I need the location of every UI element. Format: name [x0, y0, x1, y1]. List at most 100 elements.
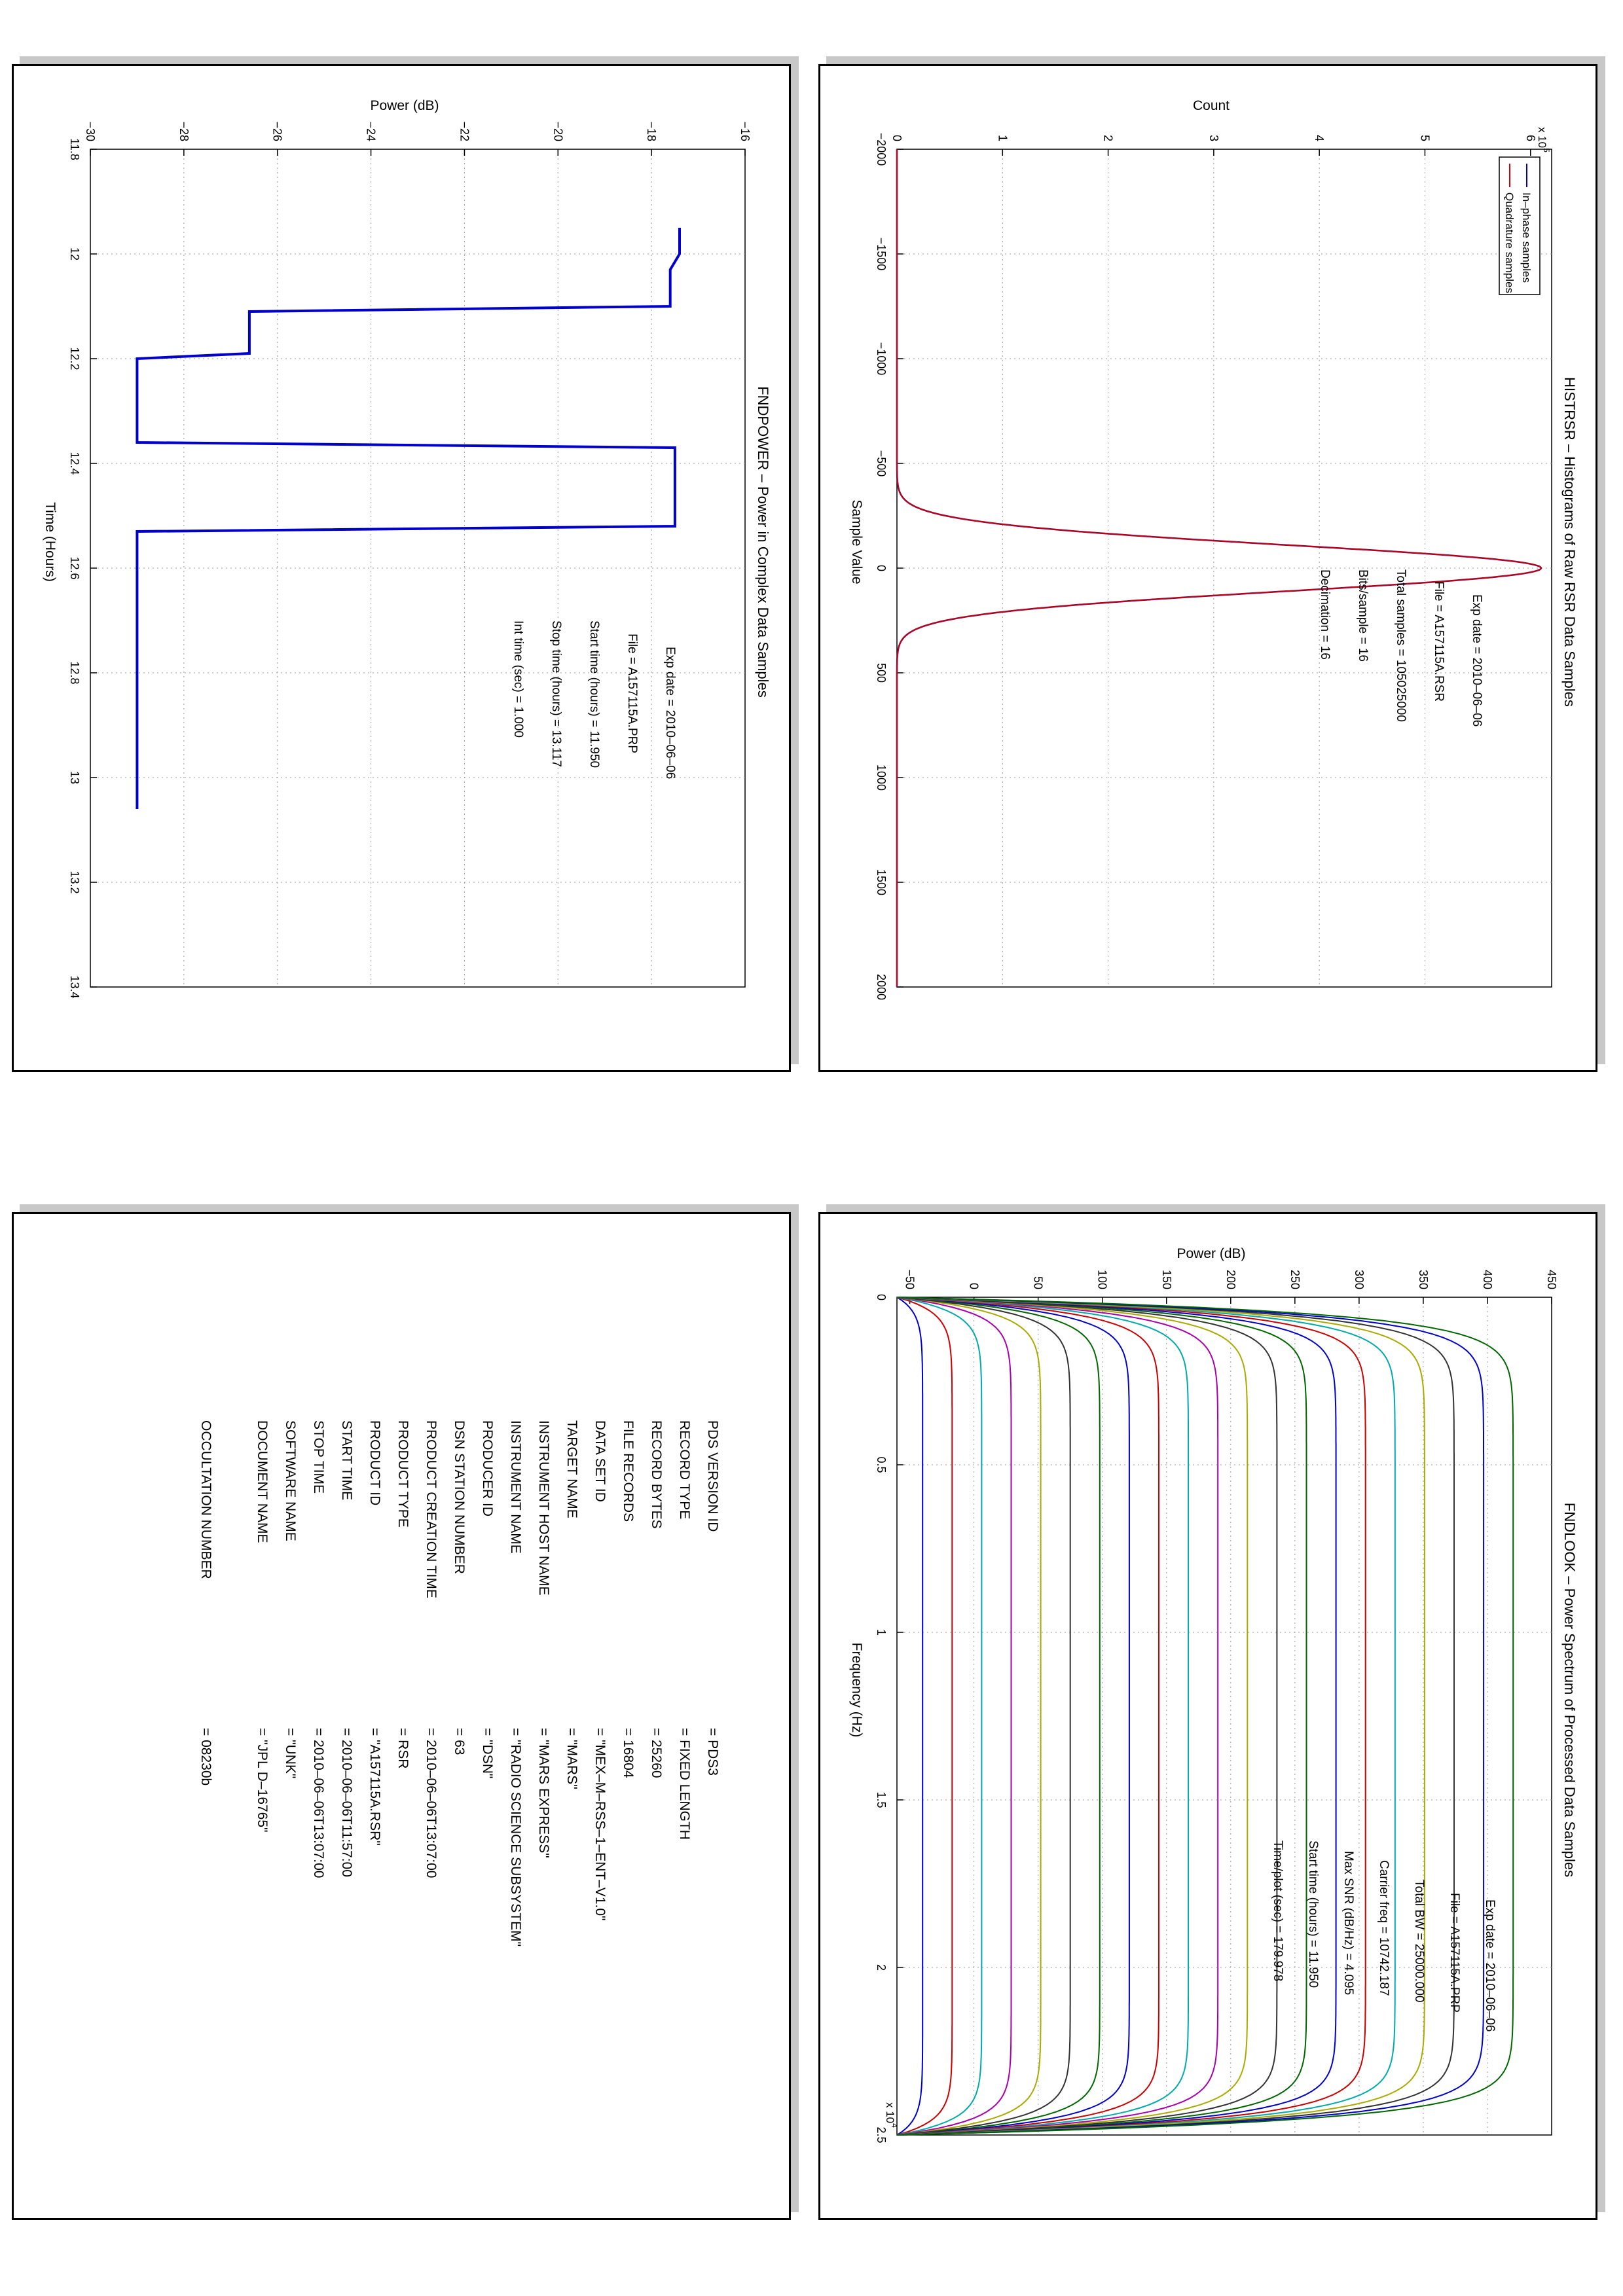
svg-text:Exp date = 2010–06–06: Exp date = 2010–06–06 [663, 647, 677, 779]
x-tick-label: −1500 [875, 238, 888, 271]
series-line [896, 1297, 1514, 2136]
y-tick-label: 6 [1524, 135, 1537, 141]
x-tick-label: 11.8 [68, 138, 81, 160]
x-axis-label: Sample Value [849, 499, 864, 584]
y-tick-label: −30 [84, 121, 97, 141]
series-line [896, 1297, 1366, 2136]
label-key: INSTRUMENT HOST NAME [536, 1420, 551, 1596]
y-tick-label: 250 [1288, 1270, 1302, 1289]
grid [896, 149, 1552, 988]
y-tick-label: 100 [1096, 1270, 1109, 1289]
y-tick-label: 2 [1102, 135, 1115, 141]
label-key: PRODUCT CREATION TIME [424, 1420, 439, 1598]
label-key: PDS VERSION ID [705, 1420, 720, 1532]
y-tick-label: 4 [1313, 135, 1326, 141]
y-tick-label: 1 [996, 135, 1009, 141]
label-row: DATA SET ID = "MEX–M–RSS–1–ENT–V1.0" [588, 1420, 608, 2075]
label-row: DSN STATION NUMBER = 63 [447, 1420, 467, 2075]
plot-frame [896, 1297, 1552, 2136]
histrsr-svg: −2000 −1500 −1000 −500 0 500 1000 1500 2000 0 1 2 3 4… [849, 98, 1578, 1000]
series-line [896, 1297, 1159, 2136]
svg-text:Max SNR (dB/Hz) = 4.095: Max SNR (dB/Hz) = 4.095 [1341, 1851, 1355, 1995]
x-tick-label: 13.2 [68, 870, 81, 893]
label-rows: PDS VERSION ID = PDS3 RECORD TYPE = FIXED L… [65, 1420, 720, 2075]
svg-text:Bits/sample = 16: Bits/sample = 16 [1356, 569, 1370, 662]
x-tick-label: 2.5 [875, 2126, 888, 2143]
series-line [896, 1297, 1278, 2136]
label-row: PRODUCT CREATION TIME = 2010–06–06T13:07:… [419, 1420, 439, 2075]
annotations: Exp date = 2010–06–06 File = A157115A.PR… [511, 620, 677, 779]
svg-text:File = A157115A.RSR: File = A157115A.RSR [1432, 581, 1446, 702]
x-tick-label: 0 [875, 1294, 888, 1300]
series-line [896, 1297, 1190, 2136]
svg-text:Exp date = 2010–06–06: Exp date = 2010–06–06 [1470, 594, 1484, 726]
y-tick-label: 0 [890, 135, 903, 141]
grid [90, 149, 746, 988]
fndpower-svg: 11.8 12 12.2 12.4 12.6 12.8 13 13.2 13.4 −30 −28 −2… [43, 98, 771, 999]
label-value: = 25260 [649, 1728, 664, 1778]
x-tick-label: 1500 [875, 869, 888, 895]
svg-text:Time/plot (sec) = 179.978: Time/plot (sec) = 179.978 [1271, 1840, 1285, 1981]
svg-text:Total BW = 25000.000: Total BW = 25000.000 [1412, 1880, 1426, 2003]
x-tick-label: 0 [875, 565, 888, 571]
x-tick-label: 2 [875, 1964, 888, 1971]
label-row: START TIME = 2010–06–06T11:57:00 [335, 1420, 354, 2075]
chart-title: FNDLOOK – Power Spectrum of Processed Da… [1561, 1503, 1578, 1877]
label-value: = 2010–06–06T13:07:00 [311, 1728, 326, 1878]
label-value: = "MARS" [564, 1728, 579, 1789]
y-multiplier: x 105 [1536, 127, 1551, 152]
label-row: INSTRUMENT HOST NAME = "MARS EXPRESS" [532, 1420, 551, 2075]
label-key: PRODUCT ID [367, 1420, 382, 1506]
x-tick-label: 12.2 [68, 347, 81, 370]
label-key: RECORD TYPE [677, 1420, 692, 1520]
series-group [896, 1297, 1514, 2136]
histrsr-chart: −2000 −1500 −1000 −500 0 500 1000 1500 2000 0 1 2 3 4… [838, 84, 1584, 1000]
label-key: STOP TIME [311, 1420, 326, 1494]
label-key: FILE RECORDS [621, 1420, 636, 1522]
series-line [896, 1297, 1455, 2136]
legend: In–phase samples Quadrature samples [1499, 156, 1541, 295]
label-key: PRODUCER ID [480, 1420, 495, 1517]
label-value: = "JPL D–16765" [255, 1728, 270, 1833]
svg-text:Start time (hours) = 11.950: Start time (hours) = 11.950 [1306, 1840, 1320, 1988]
svg-text:Decimation = 16: Decimation = 16 [1318, 569, 1332, 660]
series-line [896, 1297, 1337, 2136]
label-value: = 08230b [198, 1728, 213, 1786]
y-tick-label: 300 [1353, 1270, 1366, 1289]
label-key: SOFTWARE NAME [283, 1420, 298, 1541]
label-key: DOCUMENT NAME [255, 1420, 270, 1543]
y-tick-label: 150 [1160, 1270, 1173, 1289]
label-row: PRODUCT TYPE = RSR [391, 1420, 410, 2075]
series-line [896, 149, 1542, 987]
series-line [896, 1297, 1071, 2136]
y-tick-label: −28 [177, 121, 191, 141]
x-axis-label: Frequency (Hz) [849, 1643, 864, 1738]
label-value: = 2010–06–06T11:57:00 [339, 1728, 354, 1877]
grid [896, 1297, 1552, 2136]
series-line [896, 1297, 1130, 2136]
label-row: DOCUMENT NAME = "JPL D–16765" [250, 1420, 270, 2075]
label-key: DATA SET ID [593, 1420, 608, 1502]
x-tick-label: 12.8 [68, 661, 81, 684]
series-group [136, 228, 681, 809]
y-tick-label: 0 [968, 1283, 981, 1289]
series-line [896, 1297, 1307, 2136]
label-value: = PDS3 [705, 1728, 720, 1776]
label-key: PRODUCT TYPE [395, 1420, 410, 1528]
y-tick-label: 50 [1032, 1276, 1045, 1289]
label-row [222, 1420, 242, 2075]
x-tick-label: 1000 [875, 764, 888, 791]
label-row: SOFTWARE NAME = "UNK" [278, 1420, 298, 2075]
series-group [896, 149, 1542, 987]
svg-text:Int time (sec) = 1.000: Int time (sec) = 1.000 [511, 620, 525, 738]
x-tick-label: 12.6 [68, 556, 81, 579]
label-value: = "MARS EXPRESS" [536, 1728, 551, 1858]
label-row: RECORD BYTES = 25260 [644, 1420, 664, 2075]
y-tick-label: 3 [1207, 135, 1220, 141]
label-key: START TIME [339, 1420, 354, 1501]
label-value: = RSR [395, 1728, 410, 1769]
series-line [896, 1297, 1012, 2136]
y-tick-label: 450 [1545, 1270, 1558, 1289]
label-row: PDS VERSION ID = PDS3 [701, 1420, 720, 2075]
label-row: TARGET NAME = "MARS" [560, 1420, 579, 2075]
